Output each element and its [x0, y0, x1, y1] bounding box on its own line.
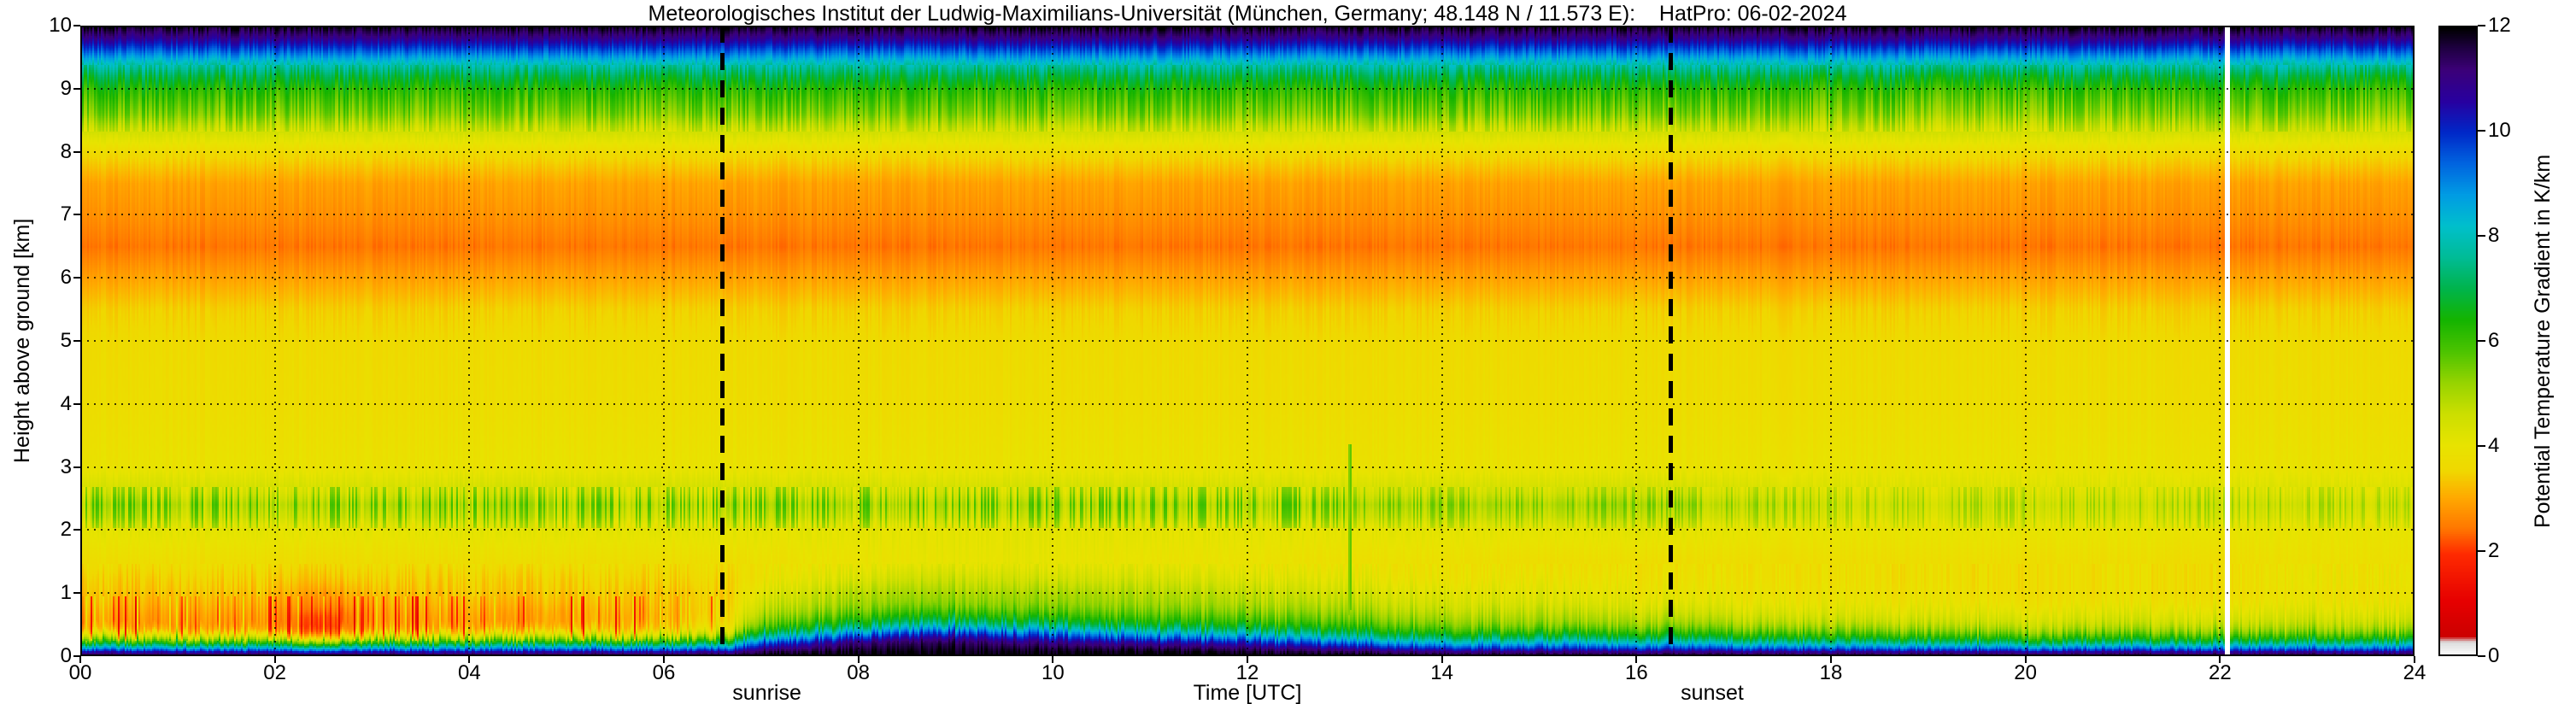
colorbar-tick-label: 4: [2488, 434, 2500, 457]
grid-line-horizontal: [80, 529, 2415, 531]
x-tick-label: 02: [263, 661, 286, 684]
x-tick-label: 16: [1624, 661, 1648, 684]
x-tick-label: 18: [1819, 661, 1843, 684]
y-tick-label: 9: [60, 76, 72, 100]
y-tick-label: 4: [60, 391, 72, 415]
y-tick-mark: [73, 529, 80, 531]
colorbar-tick-label: 6: [2488, 329, 2500, 352]
y-tick-mark: [73, 214, 80, 216]
y-tick-label: 0: [60, 644, 72, 667]
x-tick-mark: [79, 656, 81, 663]
y-tick-label: 1: [60, 581, 72, 605]
grid-line-horizontal: [80, 150, 2415, 153]
colorbar-tick-mark: [2478, 235, 2485, 237]
y-tick-label: 10: [49, 14, 72, 37]
y-tick-label: 8: [60, 139, 72, 163]
grid-line-horizontal: [80, 466, 2415, 468]
sunrise-line: [720, 26, 725, 656]
sunset-line: [1669, 26, 1674, 656]
x-tick-mark: [2414, 656, 2415, 663]
y-tick-mark: [73, 402, 80, 405]
x-tick-label: 08: [847, 661, 870, 684]
x-tick-mark: [1247, 656, 1248, 663]
grid-line-horizontal: [80, 340, 2415, 342]
sunset-label: sunset: [1681, 681, 1744, 704]
colorbar-tick-mark: [2478, 25, 2485, 26]
colorbar-tick-mark: [2478, 655, 2485, 657]
grid-line-horizontal: [80, 214, 2415, 216]
colorbar-tick-label: 12: [2488, 14, 2511, 37]
colorbar-tick-label: 0: [2488, 644, 2500, 667]
x-tick-label: 06: [652, 661, 676, 684]
colorbar-tick-mark: [2478, 550, 2485, 552]
x-tick-label: 24: [2403, 661, 2426, 684]
x-tick-mark: [1052, 656, 1054, 663]
y-tick-mark: [73, 87, 80, 90]
grid-line-horizontal: [80, 87, 2415, 90]
x-tick-label: 14: [1430, 661, 1453, 684]
x-tick-mark: [1441, 656, 1443, 663]
colorbar-tick-mark: [2478, 340, 2485, 342]
x-tick-label: 20: [2014, 661, 2037, 684]
x-tick-label: 10: [1041, 661, 1065, 684]
x-tick-label: 00: [68, 661, 92, 684]
x-tick-mark: [663, 656, 665, 663]
y-tick-label: 5: [60, 329, 72, 352]
colorbar-tick-label: 8: [2488, 224, 2500, 247]
x-tick-label: 04: [457, 661, 481, 684]
y-tick-label: 2: [60, 518, 72, 542]
colorbar: [2438, 26, 2478, 656]
grid-line-horizontal: [80, 592, 2415, 595]
y-tick-label: 7: [60, 202, 72, 226]
x-tick-mark: [1830, 656, 1832, 663]
y-tick-mark: [73, 340, 80, 342]
x-tick-mark: [2219, 656, 2221, 663]
y-tick-mark: [73, 277, 80, 279]
y-tick-mark: [73, 655, 80, 657]
chart-title: Meteorologisches Institut der Ludwig-Max…: [648, 2, 1847, 26]
y-tick-label: 3: [60, 455, 72, 478]
colorbar-tick-mark: [2478, 445, 2485, 447]
x-tick-label: 12: [1235, 661, 1259, 684]
colorbar-tick-label: 2: [2488, 539, 2500, 562]
y-tick-mark: [73, 466, 80, 468]
x-tick-mark: [273, 656, 276, 663]
x-tick-mark: [857, 656, 860, 663]
x-tick-label: 22: [2208, 661, 2232, 684]
grid-line-horizontal: [80, 402, 2415, 405]
x-tick-mark: [468, 656, 471, 663]
colorbar-canvas: [2440, 27, 2476, 654]
x-axis-title: Time [UTC]: [1193, 681, 1302, 704]
x-tick-mark: [2024, 656, 2027, 663]
plot-area: [80, 26, 2415, 656]
y-tick-mark: [73, 592, 80, 595]
x-tick-mark: [1635, 656, 1638, 663]
colorbar-tick-mark: [2478, 130, 2485, 132]
y-tick-mark: [73, 150, 80, 153]
sunrise-label: sunrise: [732, 681, 801, 704]
y-tick-label: 6: [60, 266, 72, 290]
grid-line-horizontal: [80, 277, 2415, 279]
colorbar-tick-label: 10: [2488, 119, 2511, 142]
y-tick-mark: [73, 25, 80, 26]
